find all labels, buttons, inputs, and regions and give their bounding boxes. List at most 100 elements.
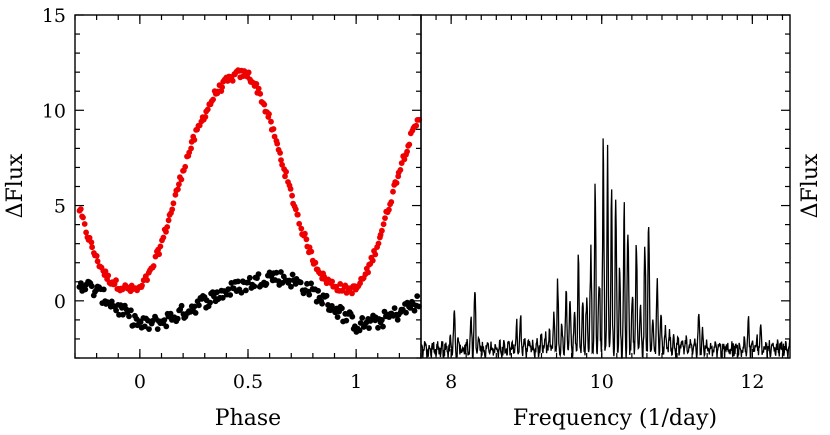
red-data-point: [277, 150, 283, 156]
red-data-point: [312, 259, 319, 266]
red-data-point: [261, 101, 268, 108]
red-data-point: [308, 248, 315, 255]
periodogram-line: [420, 138, 791, 360]
periodogram-frame: [420, 14, 791, 359]
phase-plot-x-tick-labels: 0 0.5 1: [134, 371, 362, 393]
red-data-point: [219, 84, 226, 91]
red-data-point: [283, 168, 289, 175]
phase-y-tick-label: 5: [54, 196, 66, 218]
black-data-point: [108, 298, 115, 305]
red-data-point: [80, 214, 86, 221]
red-data-point: [302, 230, 308, 237]
phase-plot-y-tick-labels: 0 5 10 15: [42, 5, 66, 313]
red-data-point: [278, 157, 284, 164]
black-data-point: [263, 280, 270, 287]
red-data-point: [365, 269, 371, 276]
black-data-point: [174, 315, 181, 322]
black-data-point: [243, 287, 249, 294]
black-data-point: [357, 320, 364, 326]
black-data-point: [120, 311, 126, 318]
periodogram-y-axis-label: ΔFlux: [798, 153, 823, 218]
red-data-point: [274, 140, 281, 147]
red-data-point: [401, 156, 408, 163]
black-data-point: [334, 314, 341, 320]
black-data-point: [82, 286, 89, 293]
red-data-point: [369, 257, 376, 264]
red-data-point: [268, 118, 274, 125]
black-data-point: [273, 269, 280, 276]
red-data-point: [94, 258, 101, 265]
red-data-point: [83, 229, 89, 236]
black-data-point: [379, 317, 385, 323]
red-data-point: [160, 234, 167, 241]
freq-x-tick-label: 8: [445, 371, 457, 393]
red-data-point: [164, 224, 171, 230]
red-data-point: [150, 263, 157, 269]
red-data-point: [294, 211, 301, 218]
black-data-point: [225, 286, 232, 293]
black-data-point: [323, 292, 330, 299]
black-data-point: [126, 313, 132, 320]
red-data-point: [292, 206, 299, 213]
phase-y-tick-label: 15: [42, 5, 66, 27]
black-data-point: [414, 293, 421, 299]
red-data-point: [188, 145, 195, 152]
phase-x-tick-label: 0.5: [233, 371, 263, 393]
red-data-point: [77, 206, 84, 213]
black-data-point: [88, 283, 95, 290]
red-data-point: [176, 181, 182, 188]
black-data-point: [380, 323, 386, 330]
red-data-point: [382, 215, 388, 222]
black-data-point: [137, 319, 144, 325]
red-data-point: [337, 281, 344, 287]
red-data-point: [204, 106, 211, 113]
black-data-point: [154, 326, 161, 332]
black-data-point: [192, 310, 199, 316]
periodogram-series: [420, 138, 791, 360]
red-data-point: [156, 251, 163, 258]
black-data-point: [255, 271, 262, 277]
red-data-point: [379, 227, 385, 234]
phase-plot-ticks: [74, 14, 422, 359]
black-data-point: [235, 278, 241, 285]
black-data-point: [289, 271, 296, 278]
black-data-point: [207, 299, 214, 306]
red-data-point: [105, 272, 112, 279]
red-data-point: [372, 251, 379, 258]
red-data-point: [279, 161, 285, 168]
black-data-point: [161, 317, 168, 323]
black-data-point: [227, 292, 234, 298]
red-data-point: [357, 280, 363, 287]
red-data-point: [210, 96, 217, 103]
phase-y-tick-label: 10: [42, 100, 66, 122]
periodogram-ticks: [420, 14, 790, 359]
red-data-point: [386, 206, 392, 213]
phase-y-axis-label: ΔFlux: [3, 153, 28, 218]
red-data-point: [329, 278, 335, 285]
red-data-point: [375, 240, 382, 247]
black-data-point: [411, 307, 418, 314]
red-data-point: [282, 173, 288, 180]
black-data-point: [359, 315, 366, 321]
black-data-point: [191, 303, 198, 310]
red-data-point: [397, 167, 404, 173]
black-data-point: [343, 317, 350, 324]
black-data-point: [306, 291, 313, 298]
red-data-point: [191, 137, 198, 143]
black-data-point: [288, 283, 294, 290]
red-data-point: [296, 220, 303, 227]
black-data-point: [319, 300, 325, 307]
red-data-point: [165, 217, 172, 224]
red-data-point: [89, 244, 95, 251]
red-data-point: [113, 277, 119, 284]
red-data-point: [257, 90, 264, 97]
black-data-point: [214, 289, 220, 296]
black-data-point: [356, 327, 363, 334]
red-data-point: [88, 239, 95, 246]
red-data-point: [229, 77, 236, 84]
red-data-point: [380, 221, 387, 228]
red-data-point: [157, 243, 164, 250]
freq-x-tick-label: 12: [740, 371, 764, 393]
freq-x-tick-label: 10: [590, 371, 614, 393]
